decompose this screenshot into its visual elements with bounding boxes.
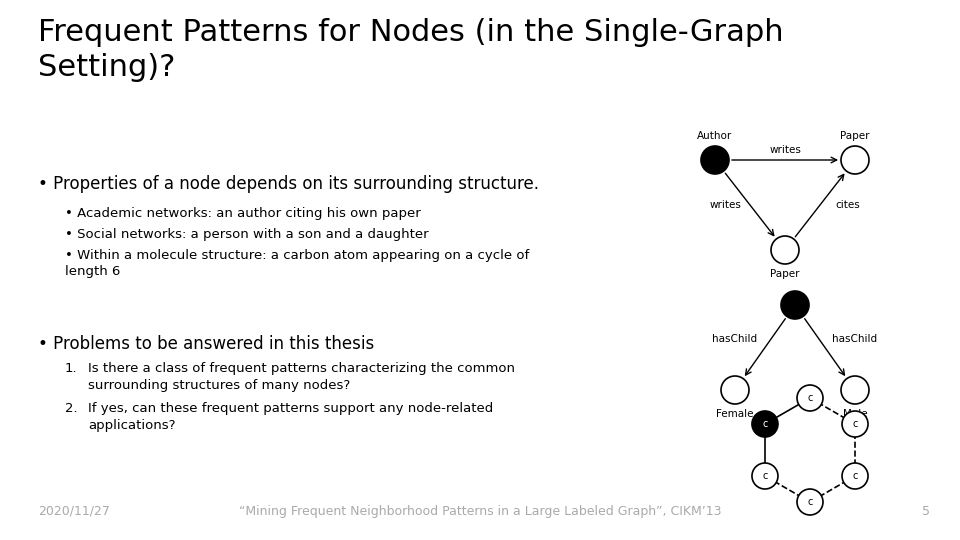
Text: c: c (852, 471, 857, 481)
Text: • Properties of a node depends on its surrounding structure.: • Properties of a node depends on its su… (38, 175, 539, 193)
Circle shape (771, 236, 799, 264)
Text: c: c (807, 497, 813, 507)
Circle shape (721, 376, 749, 404)
Text: writes: writes (769, 145, 801, 155)
Text: Male: Male (843, 409, 867, 419)
Circle shape (752, 463, 778, 489)
Text: c: c (762, 419, 768, 429)
Text: • Academic networks: an author citing his own paper: • Academic networks: an author citing hi… (65, 207, 420, 220)
Circle shape (797, 489, 823, 515)
Text: “Mining Frequent Neighborhood Patterns in a Large Labeled Graph”, CIKM’13: “Mining Frequent Neighborhood Patterns i… (239, 505, 721, 518)
Text: Paper: Paper (770, 269, 800, 279)
Circle shape (841, 376, 869, 404)
Text: • Problems to be answered in this thesis: • Problems to be answered in this thesis (38, 335, 374, 353)
Text: Is there a class of frequent patterns characterizing the common
surrounding stru: Is there a class of frequent patterns ch… (88, 362, 515, 392)
Text: c: c (852, 419, 857, 429)
Text: If yes, can these frequent patterns support any node-related
applications?: If yes, can these frequent patterns supp… (88, 402, 493, 431)
Text: Frequent Patterns for Nodes (in the Single-Graph
Setting)?: Frequent Patterns for Nodes (in the Sing… (38, 18, 783, 82)
Text: • Within a molecule structure: a carbon atom appearing on a cycle of
length 6: • Within a molecule structure: a carbon … (65, 249, 529, 279)
Text: Author: Author (697, 131, 732, 141)
Circle shape (797, 385, 823, 411)
Text: • Social networks: a person with a son and a daughter: • Social networks: a person with a son a… (65, 228, 428, 241)
Text: c: c (762, 471, 768, 481)
Text: Paper: Paper (840, 131, 870, 141)
Circle shape (752, 411, 778, 437)
Circle shape (842, 463, 868, 489)
Circle shape (701, 146, 729, 174)
Text: c: c (807, 393, 813, 403)
Circle shape (781, 291, 809, 319)
Text: 5: 5 (922, 505, 930, 518)
Text: writes: writes (709, 200, 741, 210)
Circle shape (842, 411, 868, 437)
Text: cites: cites (835, 200, 860, 210)
Text: Female: Female (716, 409, 754, 419)
Text: hasChild: hasChild (712, 334, 757, 345)
Text: 2.: 2. (65, 402, 78, 415)
Text: 1.: 1. (65, 362, 78, 375)
Text: hasChild: hasChild (832, 334, 877, 345)
Text: 2020/11/27: 2020/11/27 (38, 505, 109, 518)
Circle shape (841, 146, 869, 174)
